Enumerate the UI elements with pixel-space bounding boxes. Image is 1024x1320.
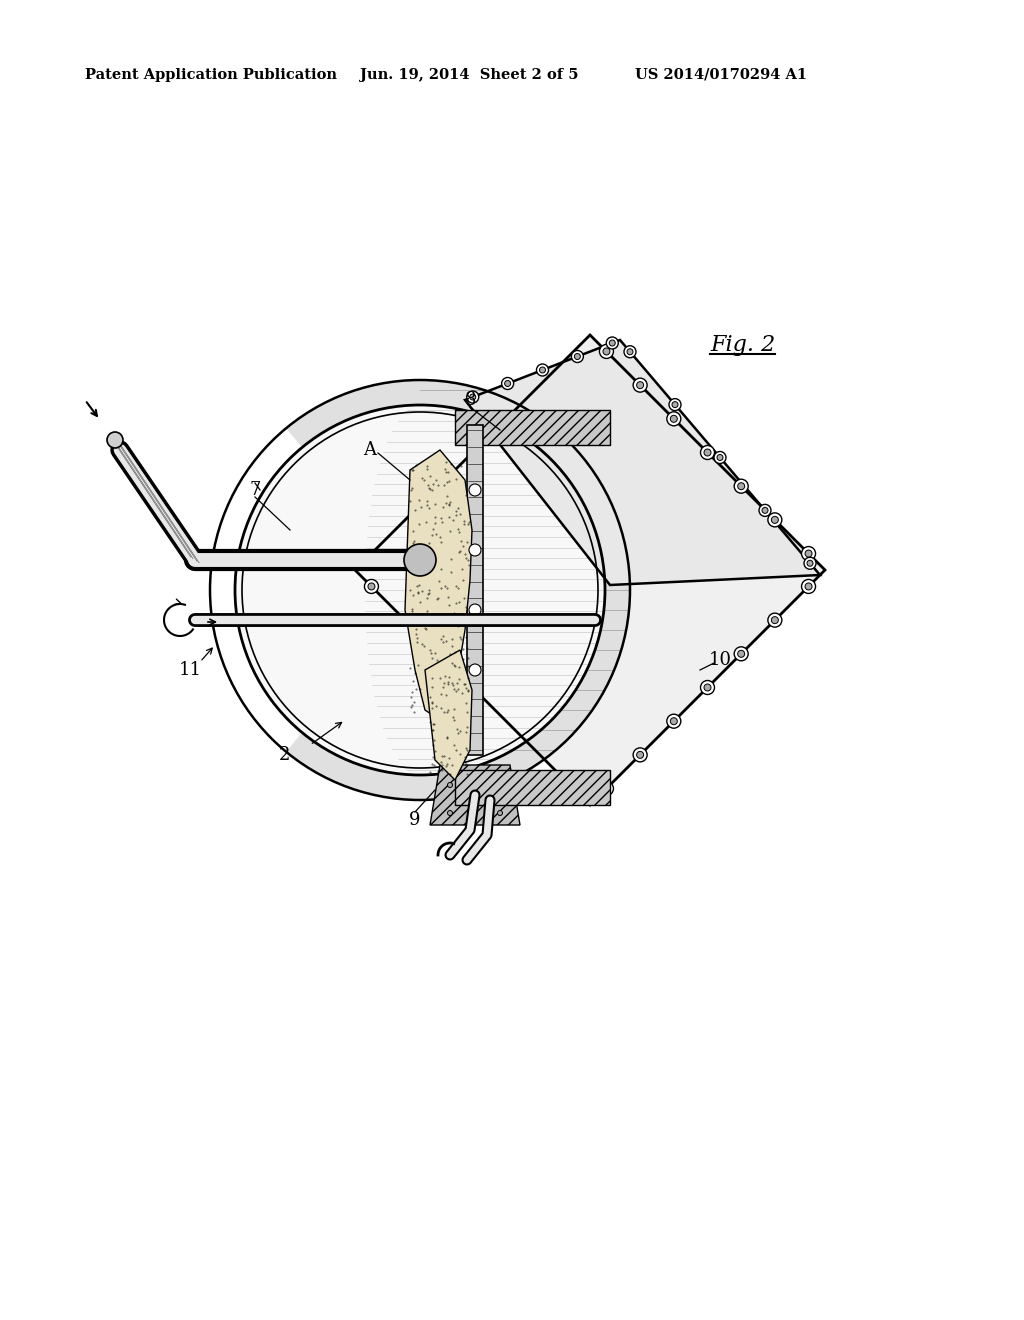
Circle shape — [540, 367, 546, 374]
Text: 10: 10 — [709, 651, 731, 669]
Circle shape — [495, 780, 505, 789]
Circle shape — [609, 341, 615, 346]
Circle shape — [759, 504, 771, 516]
Circle shape — [633, 748, 647, 762]
Circle shape — [465, 808, 475, 818]
Circle shape — [768, 612, 782, 627]
Circle shape — [599, 345, 613, 359]
Circle shape — [537, 364, 549, 376]
Circle shape — [495, 808, 505, 818]
Circle shape — [447, 783, 453, 788]
Text: 11: 11 — [178, 661, 202, 678]
Circle shape — [466, 681, 479, 694]
Circle shape — [667, 412, 681, 426]
Polygon shape — [286, 380, 630, 800]
Circle shape — [469, 664, 481, 676]
Text: A: A — [364, 441, 377, 459]
Circle shape — [469, 684, 476, 690]
Circle shape — [468, 810, 472, 816]
Text: 9: 9 — [410, 810, 421, 829]
Circle shape — [470, 393, 476, 400]
Circle shape — [807, 560, 813, 566]
Circle shape — [603, 785, 610, 792]
Text: 8: 8 — [464, 391, 476, 409]
Circle shape — [737, 483, 744, 490]
Circle shape — [627, 348, 633, 355]
Circle shape — [805, 550, 812, 557]
Polygon shape — [467, 425, 483, 755]
Circle shape — [599, 781, 613, 796]
Polygon shape — [355, 335, 825, 805]
Circle shape — [672, 401, 678, 408]
Circle shape — [669, 399, 681, 411]
Circle shape — [637, 381, 644, 388]
Circle shape — [633, 378, 647, 392]
Circle shape — [469, 605, 481, 616]
Circle shape — [404, 544, 436, 576]
Circle shape — [714, 451, 726, 463]
Circle shape — [700, 446, 715, 459]
Circle shape — [734, 647, 749, 661]
Text: Jun. 19, 2014  Sheet 2 of 5: Jun. 19, 2014 Sheet 2 of 5 — [360, 69, 579, 82]
Circle shape — [498, 783, 503, 788]
Polygon shape — [455, 411, 610, 445]
Polygon shape — [465, 341, 820, 585]
Text: 7: 7 — [249, 480, 261, 499]
Circle shape — [467, 391, 479, 403]
Circle shape — [447, 810, 453, 816]
Circle shape — [445, 808, 455, 818]
Circle shape — [465, 780, 475, 789]
Circle shape — [505, 380, 511, 387]
Circle shape — [574, 354, 581, 359]
Circle shape — [717, 454, 723, 461]
Circle shape — [768, 513, 782, 527]
Circle shape — [468, 783, 472, 788]
Circle shape — [762, 507, 768, 513]
Circle shape — [771, 616, 778, 623]
Circle shape — [705, 449, 711, 455]
Circle shape — [419, 634, 426, 640]
Circle shape — [487, 783, 493, 788]
Circle shape — [671, 416, 677, 422]
Circle shape — [498, 810, 503, 816]
Circle shape — [485, 808, 495, 818]
Text: Fig. 2: Fig. 2 — [710, 334, 775, 356]
Polygon shape — [430, 766, 520, 825]
Circle shape — [606, 337, 618, 348]
Circle shape — [667, 714, 681, 729]
Circle shape — [737, 651, 744, 657]
Circle shape — [445, 780, 455, 789]
Circle shape — [802, 579, 815, 594]
Circle shape — [415, 630, 429, 644]
Circle shape — [106, 432, 123, 447]
Text: 2: 2 — [280, 746, 291, 764]
Circle shape — [805, 583, 812, 590]
Circle shape — [485, 780, 495, 789]
Circle shape — [771, 516, 778, 523]
Circle shape — [571, 351, 584, 363]
Circle shape — [671, 718, 677, 725]
Circle shape — [368, 583, 375, 590]
Text: Patent Application Publication: Patent Application Publication — [85, 69, 337, 82]
Circle shape — [365, 579, 379, 594]
Circle shape — [469, 544, 481, 556]
Circle shape — [637, 751, 644, 759]
Polygon shape — [406, 450, 472, 719]
Circle shape — [469, 484, 481, 496]
Circle shape — [624, 346, 636, 358]
Circle shape — [734, 479, 749, 494]
Circle shape — [603, 348, 610, 355]
Circle shape — [487, 810, 493, 816]
Circle shape — [705, 684, 711, 690]
Polygon shape — [455, 770, 610, 805]
Text: US 2014/0170294 A1: US 2014/0170294 A1 — [635, 69, 807, 82]
Circle shape — [802, 546, 815, 561]
Circle shape — [502, 378, 514, 389]
Circle shape — [700, 681, 715, 694]
Circle shape — [234, 405, 605, 775]
Polygon shape — [425, 649, 472, 780]
Circle shape — [804, 557, 816, 569]
